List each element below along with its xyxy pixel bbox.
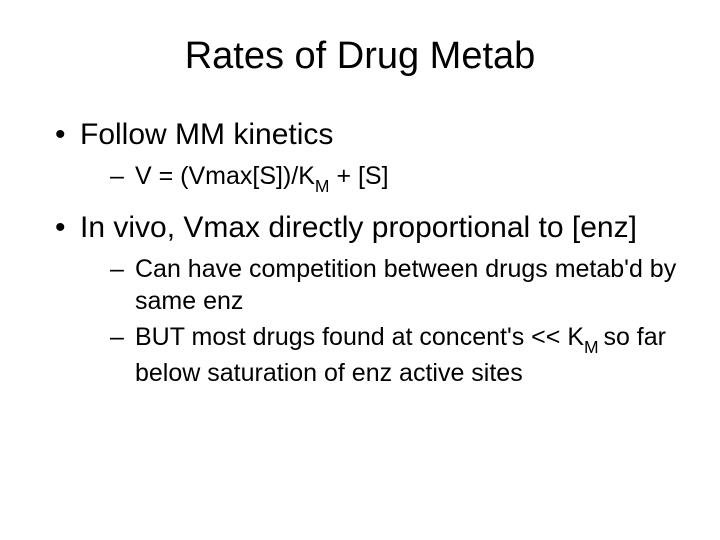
sub-list: V = (Vmax[S])/KM + [S] [80, 160, 680, 196]
sub-item: V = (Vmax[S])/KM + [S] [110, 160, 680, 196]
sub-prefix: V = (Vmax[S])/K [135, 162, 315, 190]
subscript: M [315, 176, 330, 196]
bullet-text: Follow MM kinetics [80, 118, 333, 151]
sub-list: Can have competition between drugs metab… [80, 253, 680, 389]
subscript: M [584, 337, 603, 357]
bullet-list: Follow MM kinetics V = (Vmax[S])/KM + [S… [40, 118, 680, 389]
bullet-item: In vivo, Vmax directly proportional to [… [55, 211, 680, 389]
sub-suffix: + [S] [330, 162, 389, 190]
slide-title: Rates of Drug Metab [40, 35, 680, 78]
bullet-item: Follow MM kinetics V = (Vmax[S])/KM + [S… [55, 118, 680, 196]
sub-item: BUT most drugs found at concent's << KM … [110, 321, 680, 389]
bullet-text: In vivo, Vmax directly proportional to [… [80, 211, 637, 244]
sub-item: Can have competition between drugs metab… [110, 253, 680, 318]
sub-prefix: Can have competition between drugs metab… [135, 255, 676, 316]
sub-prefix: BUT most drugs found at concent's << K [135, 323, 584, 351]
